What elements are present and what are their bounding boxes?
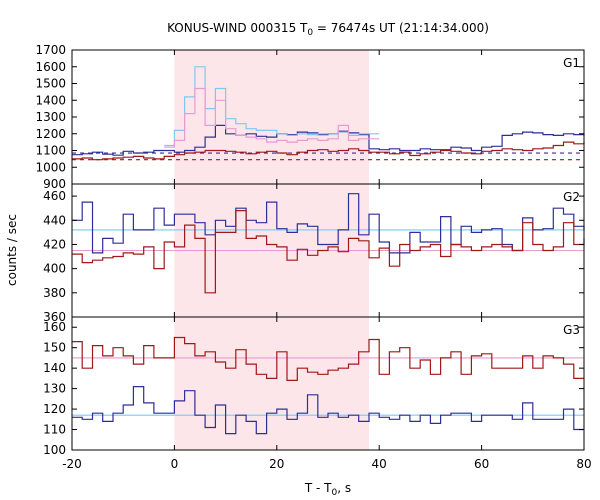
xtick-label-4: 60 <box>474 457 489 471</box>
panel-g2-ytick-label-0: 360 <box>43 310 66 324</box>
panel-g1-ytick-label-8: 1700 <box>35 43 66 57</box>
panel-g3-ytick-label-4: 140 <box>43 361 66 375</box>
panel-g2-series-blue <box>72 193 585 254</box>
panel-g1-ytick-label-5: 1400 <box>35 93 66 107</box>
panel-g2-label: G2 <box>563 190 580 204</box>
panel-g3: 100 110 120 130 140 150 160 G3 <box>43 316 585 457</box>
panel-g3-ytick-label-1: 110 <box>43 423 66 437</box>
xtick-label-1: 0 <box>171 457 179 471</box>
panel-g3-series-blue <box>72 386 584 435</box>
panel-g1: 900 1000 1100 1200 1300 1400 1500 1600 1700 G1 <box>35 43 585 191</box>
xtick-label-3: 40 <box>372 457 387 471</box>
panel-g1-highlight-interval <box>174 50 369 184</box>
x-axis-label-suffix: , s <box>337 481 351 495</box>
chart-title-subscript: 0 <box>307 28 313 38</box>
panel-g1-series-pink <box>164 87 380 148</box>
panel-g3-ytick-label-0: 100 <box>43 443 66 457</box>
panel-g2-series-red <box>72 210 585 294</box>
panel-g2-ytick-label-3: 420 <box>43 237 66 251</box>
panel-g1-label: G1 <box>563 56 580 70</box>
panel-g1-series-red <box>72 141 585 161</box>
x-axis-label-prefix: T - T <box>304 481 332 495</box>
panel-g3-highlight-interval <box>174 317 369 450</box>
panel-g3-series-red <box>72 336 584 381</box>
panel-g1-ytick-label-7: 1600 <box>35 60 66 74</box>
x-axis-label: T - T0, s <box>304 481 351 498</box>
panels-group: 90010001100120013001400150016001700G1360… <box>35 43 591 471</box>
panel-g3-frame <box>71 316 585 451</box>
panel-g2-ytick-label-5: 460 <box>43 189 66 203</box>
chart-title-suffix: = 76474s UT (21:14:34.000) <box>313 21 489 35</box>
panel-g3-label: G3 <box>563 323 580 337</box>
panel-g1-ytick-label-1: 1000 <box>35 160 66 174</box>
panel-g2: 360 380 400 420 440 460 G2 <box>43 183 585 324</box>
y-axis-label: counts / sec <box>5 214 19 286</box>
panel-g1-ytick-label-6: 1500 <box>35 77 66 91</box>
panel-g1-ytick-label-3: 1200 <box>35 127 66 141</box>
panel-g2-ytick-label-4: 440 <box>43 213 66 227</box>
panel-g3-ytick-label-3: 130 <box>43 382 66 396</box>
panel-g2-ytick-label-2: 400 <box>43 262 66 276</box>
x-axis-label-subscript: 0 <box>332 488 338 498</box>
panel-g3-ytick-label-2: 120 <box>43 402 66 416</box>
panel-g3-ytick-label-5: 150 <box>43 341 66 355</box>
chart-title-prefix: KONUS-WIND 000315 T <box>167 21 308 35</box>
panel-g1-ytick-label-2: 1100 <box>35 144 66 158</box>
xtick-label-0: -20 <box>62 457 82 471</box>
xtick-label-2: 20 <box>269 457 284 471</box>
panel-g3-ytick-label-6: 160 <box>43 320 66 334</box>
xtick-label-5: 80 <box>576 457 591 471</box>
panel-g2-ytick-label-1: 380 <box>43 286 66 300</box>
chart-title: KONUS-WIND 000315 T0 = 76474s UT (21:14:… <box>167 21 489 38</box>
panel-g1-ytick-label-4: 1300 <box>35 110 66 124</box>
panel-g1-ytick-label-0: 900 <box>43 177 66 191</box>
